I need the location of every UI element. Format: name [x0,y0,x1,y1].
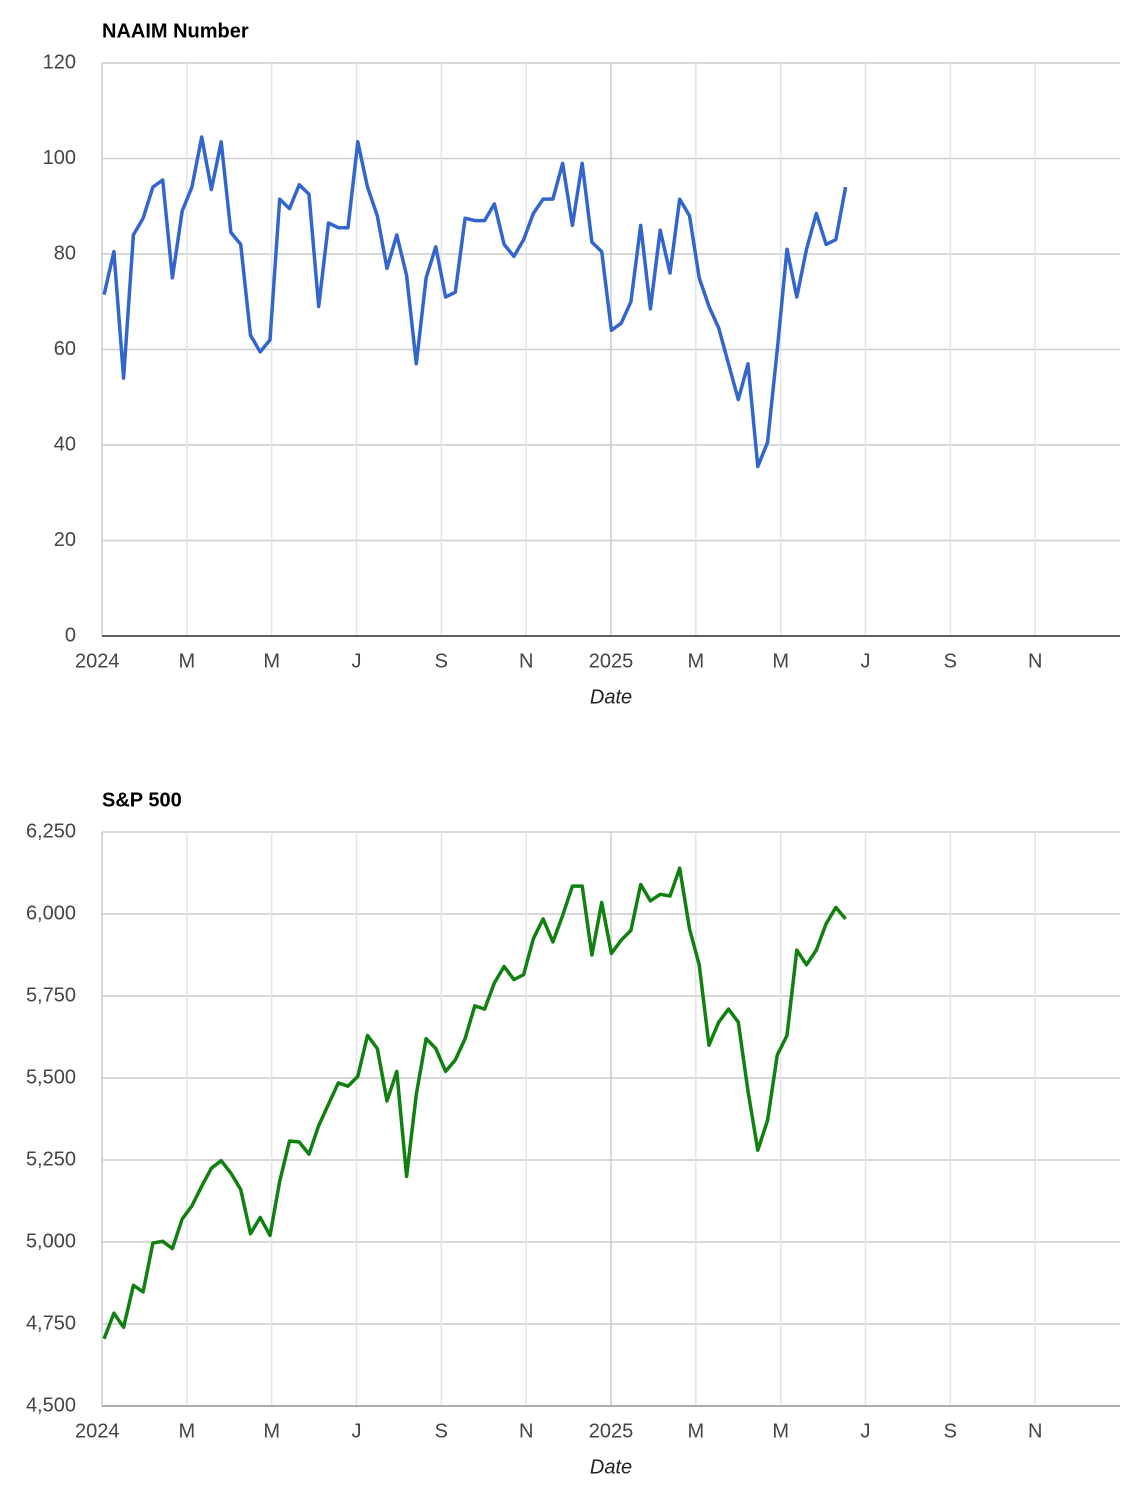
y-tick-label: 20 [54,529,76,551]
y-tick-label: 80 [54,242,76,264]
x-tick-label: J [861,1420,871,1442]
y-tick-label: 4,500 [26,1394,76,1416]
y-tick-label: 120 [43,51,76,73]
y-tick-label: 6,000 [26,902,76,924]
x-tick-label: M [687,1420,704,1442]
x-tick-label: S [435,1420,448,1442]
series-line [102,866,847,1340]
y-tick-label: 5,500 [26,1066,76,1088]
x-tick-label: M [263,650,280,672]
x-tick-label: N [519,650,533,672]
y-tick-label: 100 [43,147,76,169]
y-tick-label: 0 [65,624,76,646]
series-line [102,135,848,469]
x-axis-label: Date [590,686,632,708]
x-tick-label: N [519,1420,533,1442]
x-tick-label: S [435,650,448,672]
x-tick-label: M [263,1420,280,1442]
x-tick-label: 2025 [589,650,634,672]
chart-title: NAAIM Number [102,20,249,42]
x-tick-label: M [772,1420,789,1442]
x-tick-label: M [687,650,704,672]
x-tick-label: S [944,1420,957,1442]
y-tick-label: 5,750 [26,984,76,1006]
chart-title: S&P 500 [102,789,182,811]
x-tick-label: 2024 [75,1420,120,1442]
y-tick-label: 6,250 [26,820,76,842]
x-tick-label: S [944,650,957,672]
x-tick-label: N [1028,1420,1042,1442]
x-tick-label: M [178,650,195,672]
x-tick-label: M [772,650,789,672]
y-tick-label: 60 [54,338,76,360]
x-tick-label: J [352,1420,362,1442]
chart: NAAIM Number 0 20 40 60 80 100 120 2024 M M J S N 2025… [43,20,1120,708]
x-tick-label: M [178,1420,195,1442]
x-tick-label: N [1028,650,1042,672]
x-tick-label: J [861,650,871,672]
x-axis-label: Date [590,1456,632,1478]
y-tick-label: 5,250 [26,1148,76,1170]
y-tick-label: 5,000 [26,1230,76,1252]
y-tick-label: 4,750 [26,1312,76,1334]
chart: S&P 500 4,500 4,750 5,000 5,250 5,500 5,750 6,0… [26,789,1120,1478]
x-tick-label: 2025 [589,1420,634,1442]
y-tick-label: 40 [54,433,76,455]
x-tick-label: 2024 [75,650,120,672]
x-tick-label: J [352,650,362,672]
